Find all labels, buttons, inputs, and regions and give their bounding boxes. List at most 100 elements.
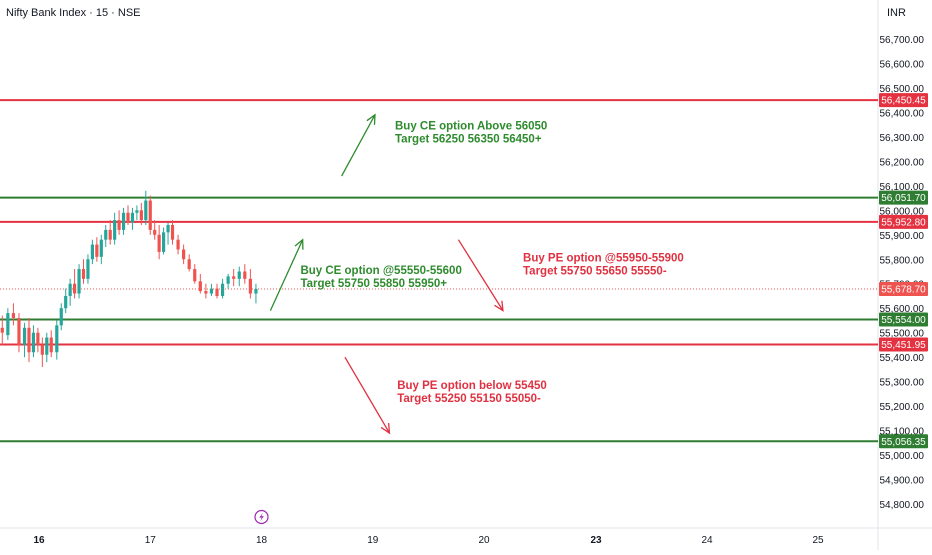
- symbol-title[interactable]: Nifty Bank Index · 15 · NSE: [6, 7, 141, 19]
- candle-body: [144, 200, 148, 221]
- level-price-badge: [879, 434, 928, 449]
- price-tick-label: 56,100.00: [880, 182, 925, 193]
- annotation-text: Buy PE option @55950-55900: [523, 253, 684, 265]
- candle-body: [166, 225, 170, 233]
- candle-body: [209, 288, 214, 294]
- price-tick-label: 55,100.00: [880, 427, 925, 438]
- price-tick-label: 55,000.00: [880, 451, 925, 462]
- arrow-shaft: [341, 114, 376, 177]
- candle-body: [176, 239, 180, 250]
- lightning-icon: [259, 512, 264, 522]
- candle-body: [22, 327, 27, 345]
- level-price-badge: [879, 190, 928, 205]
- candle-body: [86, 259, 90, 279]
- annotation-text: Target 56250 56350 56450+: [395, 134, 542, 146]
- arrow-shaft: [344, 356, 390, 434]
- candle-body: [36, 332, 40, 345]
- candle-body: [117, 220, 121, 230]
- candle-body: [55, 325, 59, 353]
- price-tick-label: 56,600.00: [880, 59, 925, 70]
- annotation-text: Buy CE option Above 56050: [395, 121, 547, 133]
- candle-body: [153, 229, 157, 235]
- price-tick-label: 56,300.00: [880, 133, 925, 144]
- level-price-label: 56,450.45: [881, 96, 926, 107]
- candle-body: [162, 232, 166, 252]
- price-tick-label: 55,200.00: [880, 402, 925, 413]
- candle-body: [187, 259, 191, 270]
- candle-body: [157, 234, 161, 252]
- level-price-label: 55,952.80: [881, 217, 926, 228]
- candle-body: [45, 337, 49, 355]
- time-tick-label: 25: [812, 535, 824, 546]
- arrow-head: [294, 238, 304, 250]
- candle-body: [198, 281, 202, 292]
- candle-body: [81, 269, 86, 279]
- arrow-shaft: [269, 239, 304, 311]
- candle-body: [11, 313, 16, 318]
- level-price-badge: [879, 214, 928, 229]
- candle-body: [104, 229, 108, 240]
- candle-body: [237, 271, 241, 279]
- candle-body: [121, 212, 126, 230]
- candle-body: [215, 288, 219, 296]
- candle-body: [113, 220, 117, 240]
- candle-body: [99, 239, 103, 257]
- time-tick-label: 17: [145, 535, 157, 546]
- candle-body: [254, 288, 258, 294]
- price-tick-label: 55,500.00: [880, 329, 925, 340]
- level-price-label: 55,554.00: [881, 315, 926, 326]
- candle-body: [193, 269, 197, 282]
- candle-body: [77, 269, 81, 294]
- price-tick-label: 55,300.00: [880, 378, 925, 389]
- time-tick-label: 24: [701, 535, 713, 546]
- candle-body: [135, 210, 139, 213]
- price-tick-label: 55,400.00: [880, 353, 925, 364]
- arrow-head: [380, 423, 391, 435]
- time-tick-label: 20: [478, 535, 490, 546]
- time-tick-label: 18: [256, 535, 268, 546]
- price-tick-label: 54,900.00: [880, 476, 925, 487]
- level-price-label: 55,451.95: [881, 340, 926, 351]
- time-tick-label: 23: [590, 535, 602, 546]
- price-tick-label: 55,800.00: [880, 255, 925, 266]
- candle-body: [95, 244, 99, 257]
- candle-body: [148, 200, 152, 230]
- candle-body: [68, 283, 72, 296]
- candle-body: [130, 212, 135, 223]
- price-tick-label: 54,800.00: [880, 500, 925, 511]
- annotation-text: Buy CE option @55550-55600: [300, 265, 461, 277]
- candle-body: [31, 332, 36, 353]
- arrow-head: [494, 300, 504, 312]
- time-tick-label: 16: [33, 535, 45, 546]
- level-price-label: 56,051.70: [881, 193, 926, 204]
- candle-body: [226, 276, 230, 284]
- last-price-badge: [879, 281, 928, 296]
- candle-body: [6, 313, 10, 336]
- level-price-badge: [879, 337, 928, 352]
- candle-body: [108, 229, 112, 240]
- candle-body: [59, 308, 63, 326]
- candle-body: [139, 210, 143, 221]
- level-price-badge: [879, 312, 928, 327]
- price-tick-label: 56,200.00: [880, 157, 925, 168]
- candle-body: [0, 327, 4, 333]
- candle-body: [49, 337, 53, 353]
- price-tick-label: 56,400.00: [880, 108, 925, 119]
- annotation-text: Buy PE option below 55450: [397, 380, 547, 392]
- candle-body: [248, 278, 252, 294]
- currency-label[interactable]: INR: [887, 7, 906, 19]
- candle-body: [73, 283, 77, 294]
- price-tick-label: 56,000.00: [880, 206, 925, 217]
- candle-body: [243, 271, 247, 279]
- annotation-text: Target 55250 55150 55050-: [397, 393, 541, 405]
- annotation-text: Target 55750 55850 55950+: [300, 278, 447, 290]
- level-price-label: 55,056.35: [881, 437, 926, 448]
- candle-body: [170, 225, 175, 240]
- candle-body: [204, 291, 208, 294]
- candle-body: [220, 283, 225, 296]
- candle-body: [182, 249, 186, 260]
- last-price-label: 55,678.70: [881, 284, 926, 295]
- arrow-head: [366, 113, 376, 125]
